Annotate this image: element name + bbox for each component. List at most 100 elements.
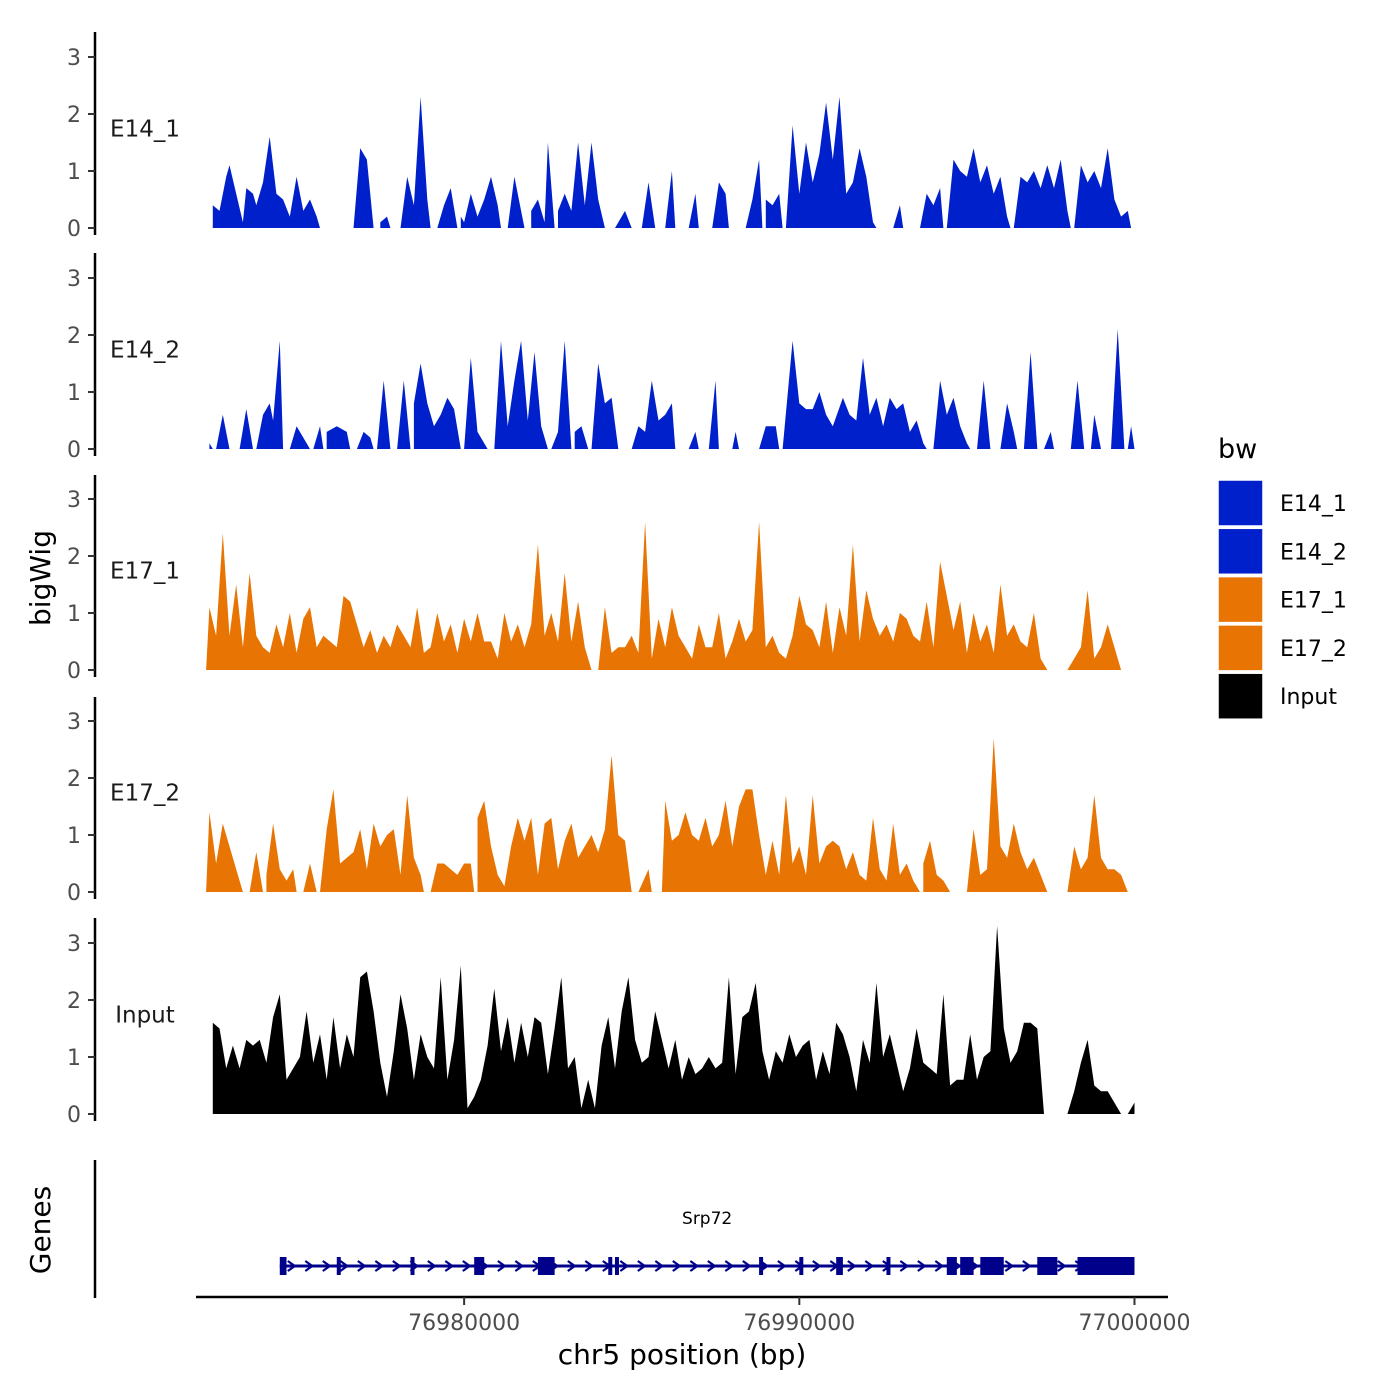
strand-arrow (777, 1260, 787, 1272)
signal-area (249, 852, 263, 892)
track-label: E14_1 (110, 116, 180, 142)
signal-area (933, 380, 971, 449)
signal-area (212, 925, 1045, 1114)
track-input: 0 1 2 3 Input (67, 918, 1135, 1128)
x-tick-label: 76990000 (743, 1311, 855, 1336)
y-tick-label: 0 (67, 1103, 81, 1128)
exon (336, 1257, 341, 1275)
strand-arrow (357, 1260, 367, 1272)
exon (474, 1257, 485, 1275)
signal-area (966, 738, 1048, 892)
legend-swatch (1217, 672, 1264, 720)
y-tick-label: 0 (67, 881, 81, 906)
signal-area (380, 216, 391, 228)
signal-area (256, 340, 284, 449)
y-tick-label: 1 (67, 602, 81, 627)
signal-area (1127, 426, 1135, 449)
track-e14-1: 0 1 2 3 E14_1 (67, 32, 1132, 242)
x-axis-title: chr5 position (bp) (558, 1338, 807, 1371)
y-tick-label: 3 (67, 932, 81, 957)
y-tick-label: 2 (67, 767, 81, 792)
exon (608, 1257, 613, 1275)
signal-area (759, 426, 780, 449)
signal-area (353, 148, 374, 228)
signal-area (320, 789, 424, 892)
exon (759, 1257, 764, 1275)
strand-arrow (812, 1260, 822, 1272)
strand-arrow (287, 1260, 297, 1272)
exon (946, 1257, 957, 1275)
legend-swatch (1217, 527, 1264, 576)
signal-area (1067, 1039, 1135, 1114)
y-tick-label: 2 (67, 103, 81, 128)
legend-label: E14_1 (1280, 492, 1347, 517)
exon (886, 1257, 891, 1275)
signal-area (289, 426, 310, 449)
y-tick-label: 3 (67, 267, 81, 292)
signal-area (464, 357, 488, 449)
signal-area (591, 363, 619, 449)
track-label: E14_2 (110, 337, 180, 363)
strand-arrow (304, 1260, 315, 1272)
genes-track: Srp72 (93, 1160, 1135, 1298)
strand-arrow (322, 1260, 332, 1272)
signal-area (377, 380, 391, 449)
y-tick-label: 1 (67, 160, 81, 185)
strand-arrow (1057, 1260, 1067, 1272)
signal-area (266, 823, 297, 892)
legend-label: E17_1 (1280, 589, 1347, 614)
x-tick-label: 77000000 (1078, 1311, 1190, 1336)
signal-area (303, 863, 317, 892)
signal-area (507, 176, 525, 228)
legend-item: E14_1 (1217, 479, 1347, 527)
signal-area (397, 380, 411, 449)
y-tick-label: 0 (67, 438, 81, 463)
signal-area (574, 426, 589, 449)
y-tick-label: 2 (67, 545, 81, 570)
signal-area (206, 533, 592, 670)
signal-area (977, 380, 991, 449)
strand-arrow (339, 1260, 350, 1272)
y-tick-label: 3 (67, 488, 81, 513)
signal-area (477, 755, 632, 892)
signal-area (765, 193, 783, 228)
y-tick-label: 0 (67, 659, 81, 684)
signal-area (437, 188, 458, 228)
legend: E14_1 E14_2 E17_1 E17_2 Input (1217, 479, 1347, 720)
signal-area (615, 210, 632, 228)
strand-arrow (637, 1260, 647, 1272)
strand-arrow (514, 1260, 525, 1272)
strand-arrow (374, 1260, 385, 1272)
signal-area (430, 863, 475, 892)
track-e14-2: 0 1 2 3 E14_2 (67, 253, 1135, 463)
y-axis-title: bigWig (24, 530, 57, 626)
signal-area (558, 142, 605, 228)
exon (279, 1257, 287, 1275)
strand-arrow (392, 1260, 402, 1272)
gene-label: Srp72 (682, 1209, 732, 1229)
track-e17-1: 0 1 2 3 E17_1 (67, 475, 1122, 684)
strand-arrow (444, 1260, 455, 1272)
strand-arrow (619, 1260, 630, 1272)
y-tick-label: 0 (67, 217, 81, 242)
y-tick-label: 1 (67, 381, 81, 406)
signal-area (212, 136, 320, 228)
strand-arrow (742, 1260, 752, 1272)
signal-area (923, 840, 951, 892)
strand-arrow (1004, 1260, 1015, 1272)
strand-arrow (427, 1260, 437, 1272)
strand-arrow (462, 1260, 472, 1272)
signal-area (745, 159, 763, 228)
legend-label: E17_2 (1280, 637, 1347, 662)
y-tick-label: 2 (67, 989, 81, 1014)
strand-arrow (864, 1260, 875, 1272)
legend-item: E14_2 (1217, 527, 1347, 576)
y-tick-label: 2 (67, 324, 81, 349)
signal-area (1067, 795, 1135, 892)
signal-area (920, 188, 944, 228)
exon (836, 1257, 843, 1275)
signal-area (209, 443, 213, 449)
signal-area (460, 176, 501, 228)
strand-arrow (584, 1260, 595, 1272)
signal-area (413, 363, 461, 449)
